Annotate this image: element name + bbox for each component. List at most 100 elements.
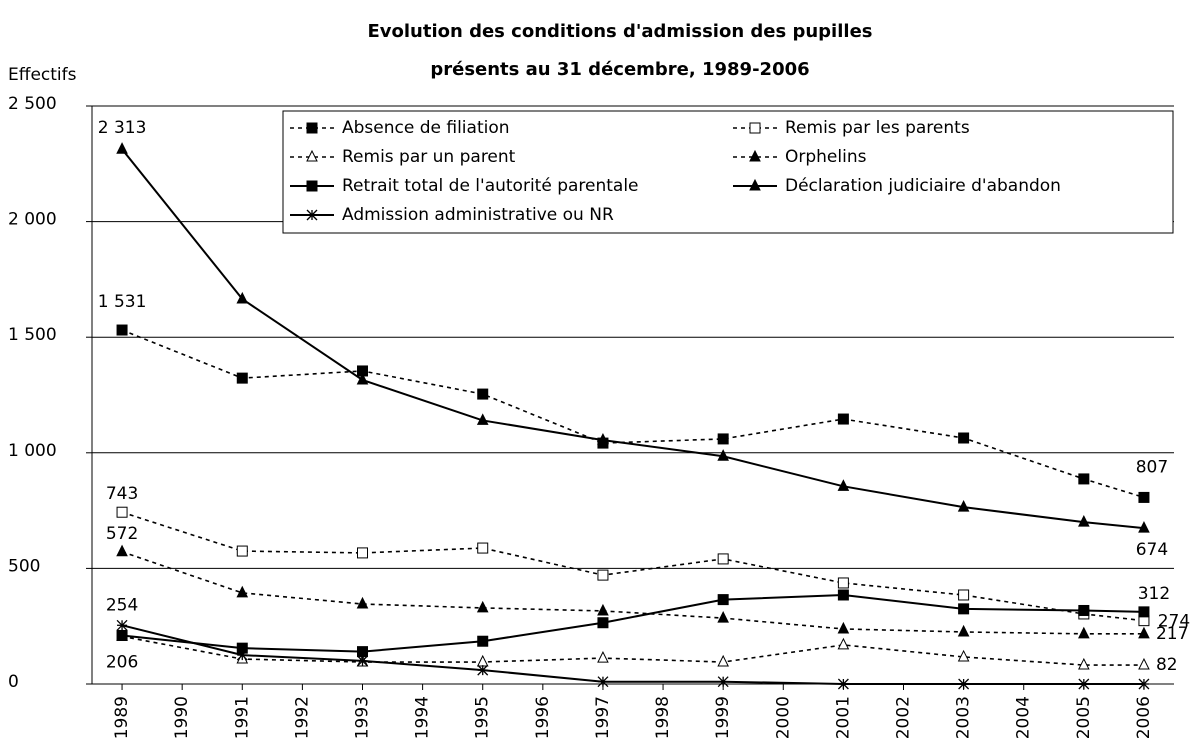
legend-label: Admission administrative ou NR [342, 205, 614, 225]
data-point [116, 544, 128, 557]
data-point [837, 413, 849, 425]
x-tick-label: 1993 [353, 696, 373, 739]
data-point [477, 635, 489, 647]
legend-label: Orphelins [785, 147, 867, 167]
data-point [116, 619, 128, 631]
data-point [717, 449, 729, 461]
data-point [357, 646, 368, 658]
x-tick-label: 2004 [1014, 696, 1034, 739]
legend-box [282, 110, 1174, 234]
data-label: 312 [1138, 584, 1170, 604]
x-tick-label: 2003 [954, 696, 974, 739]
data-point [236, 585, 249, 598]
series-line [121, 329, 1145, 499]
star-stroke [958, 678, 970, 690]
data-point [597, 650, 609, 663]
data-point [597, 617, 609, 629]
data-point [357, 547, 368, 559]
data-point [477, 542, 489, 554]
x-tick-label: 1994 [413, 696, 433, 739]
data-point [1078, 515, 1090, 527]
data-point [837, 589, 849, 601]
data-point [236, 649, 248, 661]
x-tick-label: 2005 [1074, 696, 1094, 739]
data-point [477, 388, 489, 400]
data-point [476, 600, 489, 613]
data-point [597, 432, 609, 445]
data-point [597, 569, 609, 581]
y-tick-label: 2 500 [8, 94, 57, 114]
data-point [837, 479, 850, 491]
x-tick-label: 1999 [713, 696, 733, 739]
data-point [717, 610, 729, 623]
x-tick-label: 1998 [653, 696, 673, 739]
y-tick-label: 1 000 [8, 441, 57, 461]
series-line [121, 624, 1144, 685]
y-tick-label: 1 500 [8, 325, 57, 345]
data-label: 743 [106, 484, 138, 504]
chart-title: Evolution des conditions d'admission des… [367, 21, 872, 42]
legend-marker [749, 178, 761, 191]
x-tick-label: 2001 [833, 696, 853, 739]
data-point [597, 603, 609, 616]
legend-marker [306, 180, 318, 192]
data-point [1078, 657, 1090, 670]
legend-label: Remis par un parent [342, 147, 516, 167]
data-point [236, 291, 249, 304]
data-label: 674 [1136, 540, 1168, 560]
data-point [1078, 473, 1090, 485]
data-point [958, 678, 970, 690]
legend-label: Déclaration judiciaire d'abandon [785, 176, 1061, 196]
data-label: 2 313 [98, 118, 147, 138]
series-line [121, 511, 1145, 622]
legend-marker [306, 209, 318, 221]
star-stroke [236, 649, 248, 661]
x-tick-label: 1995 [473, 696, 493, 739]
star-stroke [837, 678, 849, 690]
legend-label: Remis par les parents [785, 118, 970, 138]
x-tick-label: 1996 [533, 696, 553, 739]
data-label: 1 531 [98, 292, 147, 312]
data-label: 572 [106, 524, 138, 544]
data-point [1138, 606, 1150, 618]
data-point [1138, 626, 1150, 639]
chart-title: présents au 31 décembre, 1989-2006 [430, 59, 809, 80]
data-point [476, 654, 489, 667]
data-label: 274 [1158, 612, 1190, 632]
data-point [717, 676, 729, 688]
data-point [356, 596, 369, 609]
x-tick-label: 1992 [292, 696, 312, 739]
data-point [1138, 521, 1150, 533]
data-point [357, 655, 368, 667]
star-stroke [357, 655, 368, 667]
star-stroke [1078, 678, 1090, 690]
y-axis-label: Effectifs [8, 65, 77, 85]
data-point [957, 624, 970, 637]
star-stroke [306, 209, 318, 221]
data-point [597, 676, 609, 688]
x-tick-label: 1997 [593, 696, 613, 739]
data-point [116, 629, 128, 641]
star-stroke [116, 619, 128, 631]
data-point [1138, 678, 1150, 690]
data-point [837, 637, 850, 650]
legend-marker [749, 149, 761, 162]
data-point [116, 142, 128, 154]
data-point [1138, 657, 1150, 670]
data-point [236, 545, 248, 557]
data-point [837, 621, 850, 634]
data-point [1078, 604, 1090, 616]
data-point [477, 664, 489, 676]
data-point [1078, 678, 1090, 690]
legend-label: Retrait total de l'autorité parentale [342, 176, 639, 196]
data-point [356, 372, 369, 385]
data-point [1138, 491, 1150, 503]
data-point [958, 432, 970, 444]
star-stroke [717, 676, 729, 688]
data-point [476, 413, 489, 425]
data-label: 206 [106, 652, 138, 672]
x-tick-label: 1989 [112, 696, 132, 739]
star-stroke [1138, 678, 1150, 690]
